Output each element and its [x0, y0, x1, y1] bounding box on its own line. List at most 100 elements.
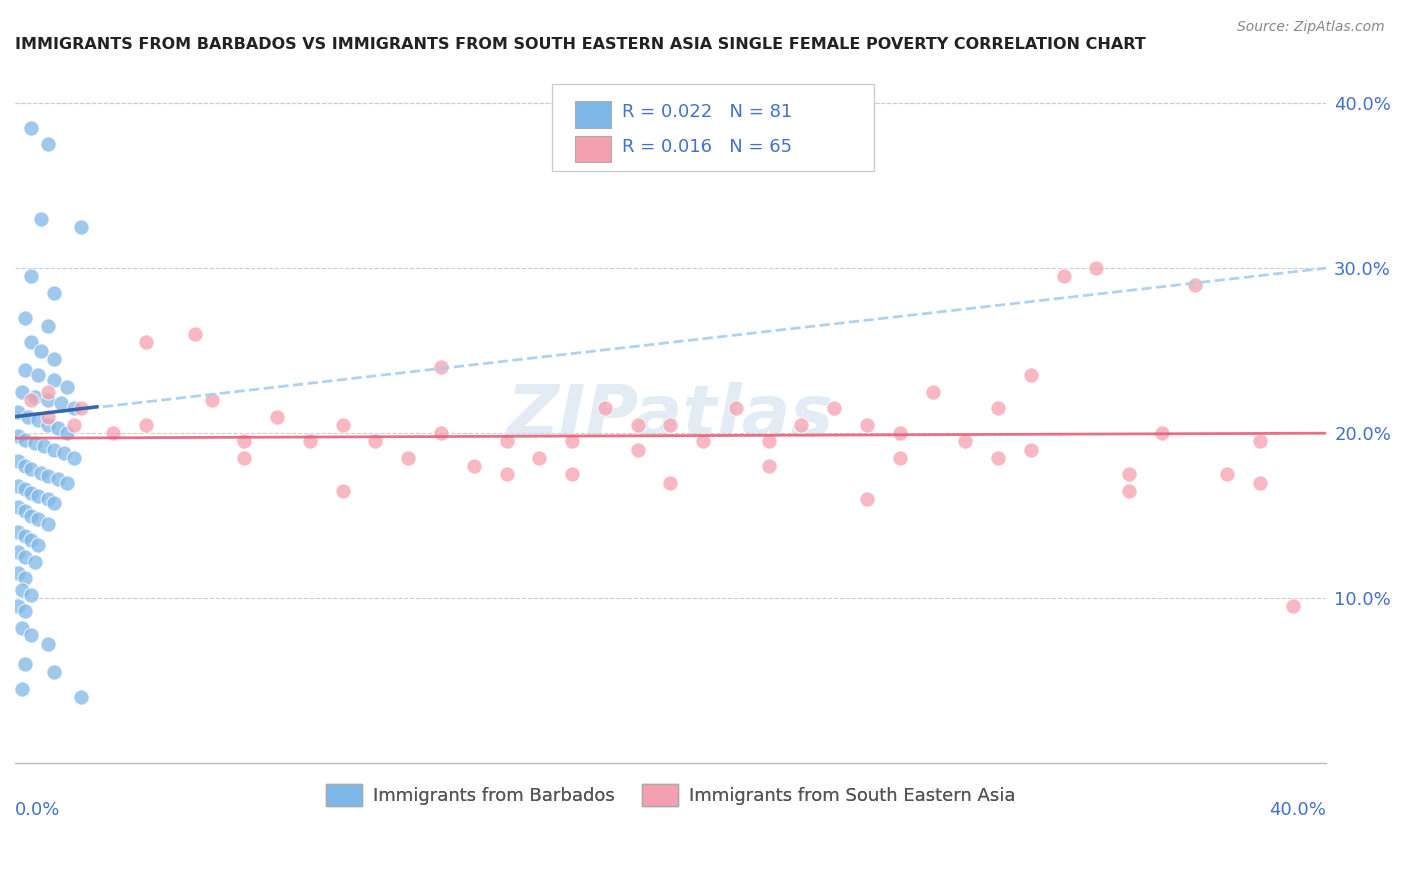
FancyBboxPatch shape [575, 136, 612, 162]
Point [758, 459, 780, 474]
Point [430, 426, 453, 441]
Point [69, 401, 91, 416]
Point [823, 401, 845, 416]
Point [135, 335, 157, 350]
Point [27, 512, 49, 526]
Point [10, 621, 32, 635]
Point [44, 285, 66, 300]
Point [103, 426, 125, 441]
Point [987, 450, 1010, 465]
Point [34, 439, 56, 453]
Point [30, 211, 52, 226]
Point [856, 417, 879, 432]
Point [49, 396, 72, 410]
Point [396, 450, 419, 465]
Point [17, 409, 39, 424]
Point [24, 436, 46, 450]
Point [37, 384, 59, 399]
Point [27, 489, 49, 503]
Point [37, 417, 59, 432]
Point [659, 417, 682, 432]
Point [233, 434, 256, 449]
Point [659, 475, 682, 490]
Point [63, 450, 86, 465]
Point [7, 545, 30, 559]
Point [921, 384, 943, 399]
Point [1019, 442, 1042, 457]
Point [44, 495, 66, 509]
Point [233, 450, 256, 465]
Point [987, 401, 1010, 416]
Point [27, 368, 49, 383]
Text: 40.0%: 40.0% [1270, 801, 1326, 820]
Point [20, 269, 42, 284]
Point [27, 413, 49, 427]
Point [44, 442, 66, 457]
Point [37, 393, 59, 408]
Point [30, 466, 52, 480]
Point [1184, 277, 1206, 292]
Point [14, 363, 37, 377]
Point [7, 500, 30, 515]
Point [30, 343, 52, 358]
Point [561, 434, 583, 449]
Point [14, 459, 37, 474]
Point [69, 690, 91, 705]
Point [24, 555, 46, 569]
Point [20, 533, 42, 548]
Point [56, 426, 79, 441]
Point [20, 588, 42, 602]
Point [1118, 483, 1140, 498]
Point [430, 360, 453, 375]
Point [46, 472, 69, 486]
Point [14, 483, 37, 497]
Point [495, 467, 517, 482]
Point [20, 462, 42, 476]
Point [627, 442, 650, 457]
Text: ZIPatlas: ZIPatlas [506, 382, 834, 451]
Point [20, 627, 42, 641]
Point [463, 459, 485, 474]
Point [889, 426, 911, 441]
Point [856, 492, 879, 507]
Point [37, 137, 59, 152]
Point [1118, 467, 1140, 482]
Point [10, 582, 32, 597]
Legend: Immigrants from Barbados, Immigrants from South Eastern Asia: Immigrants from Barbados, Immigrants fro… [319, 777, 1022, 814]
Point [14, 310, 37, 325]
Point [593, 401, 616, 416]
Point [10, 681, 32, 696]
Point [14, 504, 37, 518]
Point [1282, 599, 1305, 614]
Text: Source: ZipAtlas.com: Source: ZipAtlas.com [1237, 20, 1385, 34]
Point [1150, 426, 1173, 441]
Point [7, 525, 30, 540]
Point [56, 380, 79, 394]
Text: IMMIGRANTS FROM BARBADOS VS IMMIGRANTS FROM SOUTH EASTERN ASIA SINGLE FEMALE POV: IMMIGRANTS FROM BARBADOS VS IMMIGRANTS F… [15, 37, 1146, 53]
Point [692, 434, 714, 449]
Point [44, 351, 66, 366]
Point [14, 549, 37, 564]
Point [364, 434, 387, 449]
Point [27, 538, 49, 552]
Point [53, 446, 76, 460]
Point [20, 120, 42, 135]
Point [7, 599, 30, 614]
Point [135, 417, 157, 432]
Point [495, 434, 517, 449]
Point [69, 219, 91, 234]
Point [1216, 467, 1239, 482]
Point [37, 637, 59, 651]
Point [14, 604, 37, 618]
Point [1249, 475, 1271, 490]
Point [529, 450, 551, 465]
Point [56, 475, 79, 490]
Point [790, 417, 813, 432]
Point [20, 508, 42, 523]
Text: R = 0.016   N = 65: R = 0.016 N = 65 [621, 138, 792, 156]
Point [332, 483, 354, 498]
Point [20, 393, 42, 408]
Point [37, 492, 59, 507]
Point [298, 434, 321, 449]
Point [7, 454, 30, 468]
